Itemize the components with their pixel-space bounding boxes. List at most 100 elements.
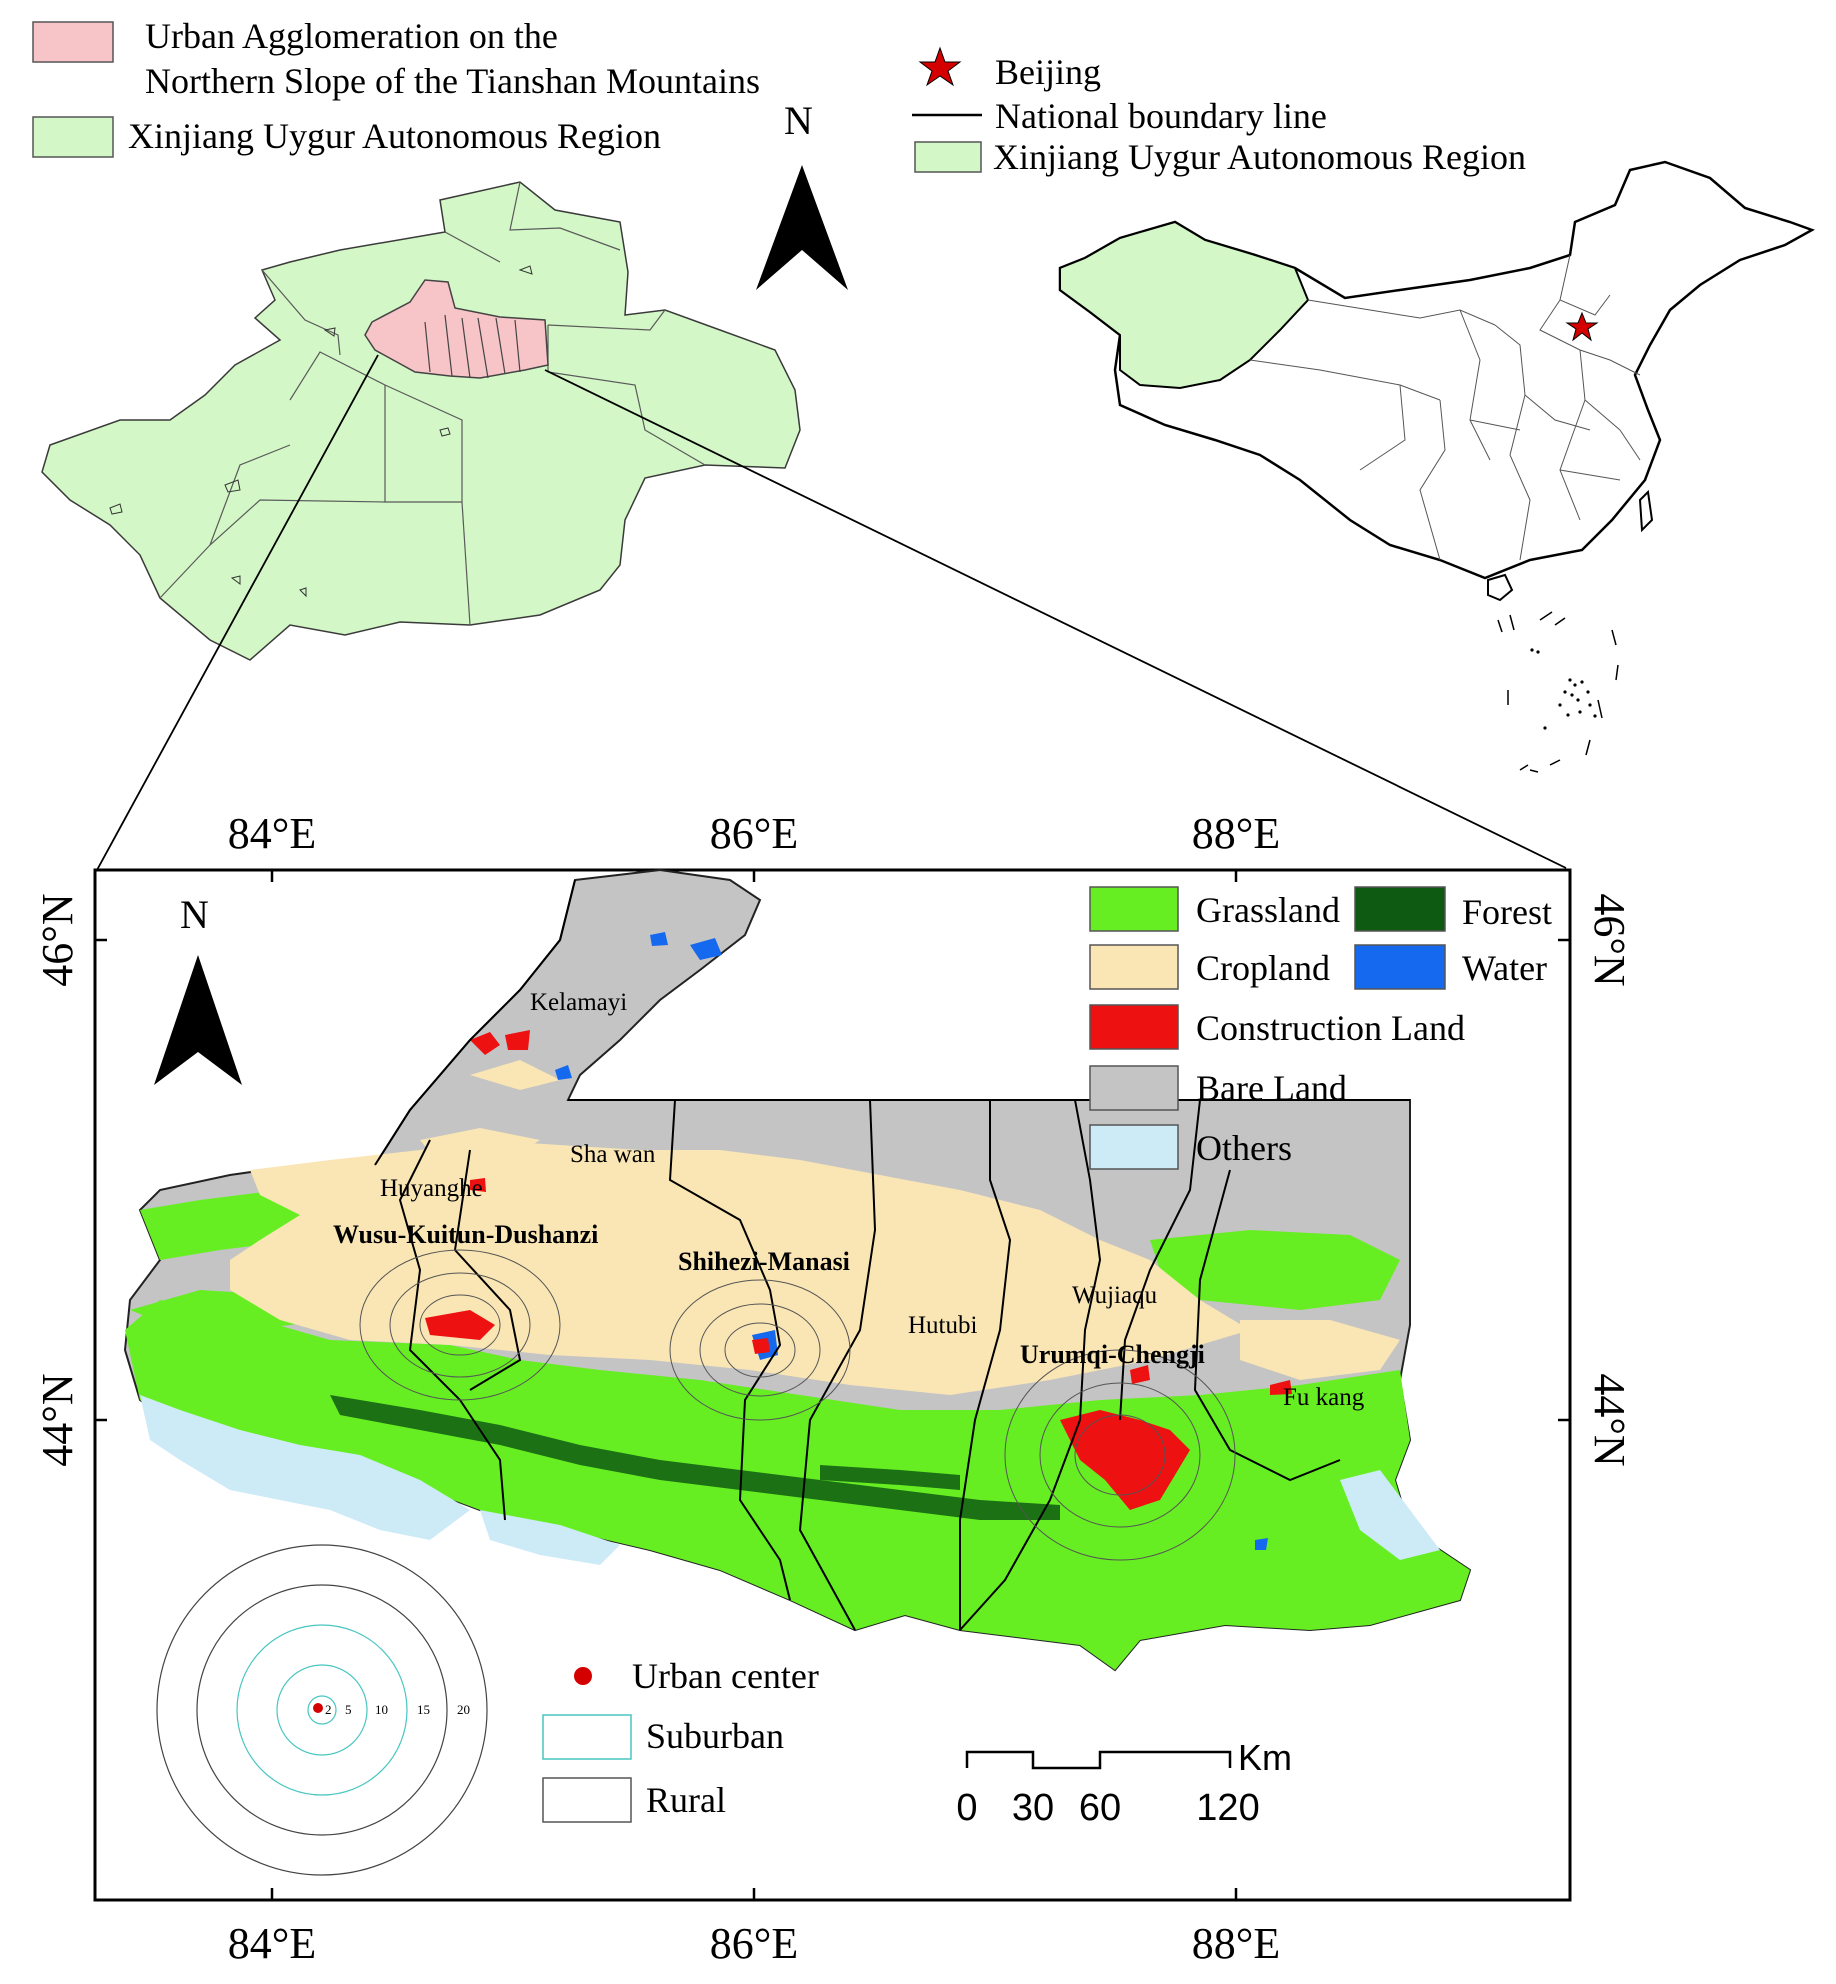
construction-urumqi: [1060, 1410, 1190, 1510]
region-others-snow-central: [480, 1510, 620, 1565]
scale-tick-30: 30: [1012, 1787, 1054, 1829]
place-huyanghe: Huyanghe: [380, 1175, 483, 1202]
place-wujiaqu: Wujiaqu: [1072, 1282, 1158, 1309]
lon-bottom-label-84: 84°E: [228, 1919, 316, 1968]
north-arrow-main: N: [154, 892, 242, 1085]
ring-center-dot: [313, 1703, 323, 1713]
agglomeration-legend-label-line1: Urban Agglomeration on the: [145, 16, 558, 56]
ring-5: [276, 1664, 368, 1756]
scale-tick-60: 60: [1079, 1787, 1121, 1829]
ring-label-15: 15: [417, 1702, 430, 1717]
lat-left-label-46: 46°N: [33, 893, 82, 986]
rural-legend-label: Rural: [646, 1780, 726, 1820]
water-body-1: [690, 938, 722, 960]
scale-bar-line: [965, 1750, 1232, 1770]
xinjiang-legend: Urban Agglomeration on the Northern Slop…: [32, 16, 760, 158]
legend-construction-label: Construction Land: [1196, 1008, 1465, 1048]
urban-center-legend-label: Urban center: [632, 1656, 819, 1696]
ring-2: [307, 1695, 337, 1725]
region-others-snow-west: [140, 1395, 470, 1540]
legend-bare-label: Bare Land: [1196, 1068, 1347, 1108]
place-labels: Kelamayi Sha wan Huyanghe Wusu-Kuitun-Du…: [333, 989, 1365, 1411]
latitude-labels: 46°N 44°N 46°N 44°N: [33, 893, 1634, 1466]
zoom-line-right: [544, 369, 1567, 869]
scale-bar: Km 0 30 60 120: [956, 1737, 1292, 1829]
construction-wujiaqu: [1130, 1365, 1150, 1384]
zoom-line-left: [96, 354, 379, 871]
land-cover-map: [123, 868, 1472, 1672]
scale-tick-120: 120: [1196, 1787, 1259, 1829]
legend-bare-swatch: [1089, 1065, 1179, 1111]
ring-label-20: 20: [457, 1702, 470, 1717]
urban-center-legend-dot: [574, 1667, 592, 1685]
suburban-legend-label: Suburban: [646, 1716, 784, 1756]
region-forest-belt: [330, 1395, 1060, 1520]
ring-10: [236, 1624, 408, 1796]
legend-cropland-swatch: [1089, 944, 1179, 990]
boundary-legend-label: National boundary line: [995, 96, 1327, 136]
legend-water-label: Water: [1462, 948, 1547, 988]
ring-20: [156, 1544, 488, 1876]
land-cover-legend: Grassland Forest Cropland Water Construc…: [1089, 886, 1552, 1170]
ring-label-10: 10: [375, 1702, 388, 1717]
agglomeration-county-lines: [424, 314, 521, 379]
north-arrow-top-label: N: [784, 98, 813, 143]
agglomeration-legend-swatch: [32, 21, 114, 63]
lon-bottom-label-88: 88°E: [1192, 1919, 1280, 1968]
region-grassland-east: [1150, 1230, 1400, 1310]
construction-fukang: [1270, 1380, 1292, 1395]
south-china-sea-dots: [1530, 648, 1597, 730]
china-legend: Beijing National boundary line Xinjiang …: [912, 46, 1526, 177]
legend-cropland-label: Cropland: [1196, 948, 1330, 988]
construction-kelamayi-2: [505, 1030, 530, 1050]
place-shihezi-manasi: Shihezi-Manasi: [678, 1247, 850, 1276]
lat-right-label-46: 46°N: [1585, 893, 1634, 986]
place-fukang: Fu kang: [1283, 1384, 1365, 1411]
legend-others-label: Others: [1196, 1128, 1292, 1168]
ring-label-5: 5: [345, 1702, 352, 1717]
legend-others-swatch: [1089, 1124, 1179, 1170]
construction-wusu: [425, 1310, 495, 1340]
place-hutubi: Hutubi: [908, 1312, 978, 1339]
north-arrow-icon: [756, 165, 848, 290]
legend-grassland-label: Grassland: [1196, 890, 1340, 930]
xinjiang-map: [41, 181, 801, 661]
longitude-labels: 84°E 86°E 88°E 84°E 86°E 88°E: [228, 809, 1280, 1968]
map-graticule-ticks: [95, 870, 1570, 1900]
beijing-marker-icon: [1565, 311, 1599, 342]
agglomeration-legend-label-line2: Northern Slope of the Tianshan Mountains: [145, 61, 760, 101]
legend-construction-swatch: [1089, 1004, 1179, 1050]
beijing-legend-label: Beijing: [995, 52, 1101, 92]
xinjiang-outline: [41, 181, 801, 661]
construction-kelamayi-1: [470, 1032, 500, 1055]
lon-bottom-label-86: 86°E: [710, 1919, 798, 1968]
region-forest-patch: [820, 1465, 960, 1490]
place-shawan: Sha wan: [570, 1141, 656, 1168]
water-body-5: [1255, 1538, 1268, 1550]
scale-bar-unit: Km: [1238, 1737, 1292, 1778]
legend-grassland-swatch: [1089, 886, 1179, 932]
construction-huyanghe: [470, 1178, 486, 1192]
region-cropland-kelamayi: [470, 1060, 560, 1090]
place-urumqi-chengji: Urumqi-Chengji: [1020, 1340, 1205, 1369]
north-arrow-main-label: N: [180, 892, 209, 937]
water-body-2: [650, 932, 668, 946]
xinjiang-legend-swatch: [32, 116, 114, 158]
lon-top-label-86: 86°E: [710, 809, 798, 858]
urban-rural-legend: Urban center Suburban Rural: [542, 1656, 819, 1823]
ring-buffer-inset: 2 5 10 15 20: [156, 1544, 488, 1876]
lon-top-label-84: 84°E: [228, 809, 316, 858]
china-xinjiang-legend-swatch: [914, 141, 982, 173]
legend-forest-label: Forest: [1462, 892, 1552, 932]
taiwan-island: [1638, 489, 1654, 533]
suburban-legend-swatch: [542, 1714, 632, 1760]
rural-legend-swatch: [542, 1777, 632, 1823]
south-china-sea-islands: [1497, 611, 1619, 773]
xinjiang-lakes: [109, 265, 533, 598]
ring-15: [196, 1584, 448, 1836]
scale-tick-0: 0: [956, 1787, 977, 1829]
lat-left-label-44: 44°N: [33, 1373, 82, 1466]
county-boundaries: [374, 879, 1410, 1631]
china-province-boundaries: [1249, 254, 1641, 561]
